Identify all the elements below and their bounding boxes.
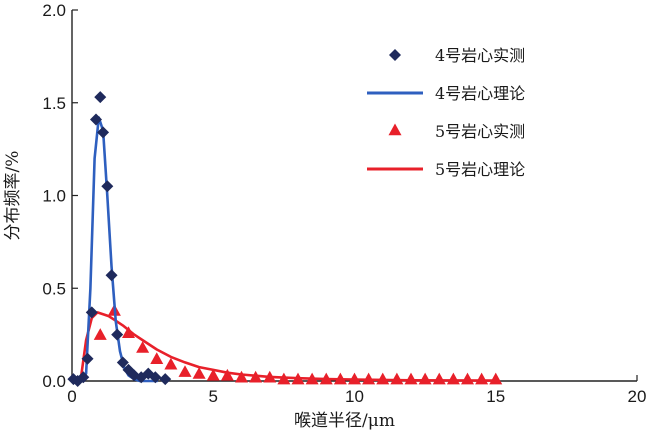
x-tick-label: 20 [628, 387, 647, 406]
data-point [235, 370, 248, 383]
data-point [164, 357, 178, 370]
data-point [192, 367, 206, 379]
data-point [111, 328, 124, 341]
data-point [97, 126, 110, 139]
data-point [206, 368, 220, 381]
data-point [77, 371, 90, 384]
data-point [489, 372, 503, 385]
data-point [136, 341, 150, 353]
data-point [93, 328, 107, 340]
y-axis-title: 分布频率/% [3, 151, 23, 241]
y-tick-label: 0.0 [42, 372, 66, 391]
x-axis-title: 喉道半径/μm [294, 411, 395, 431]
legend-item: 4号岩心理论 [367, 84, 525, 103]
data-point [90, 113, 103, 126]
series-line [79, 311, 498, 383]
data-point [150, 352, 164, 364]
series-2 [73, 116, 159, 383]
y-tick-label: 1.0 [42, 187, 66, 206]
data-point [122, 326, 135, 338]
data-point [432, 372, 446, 385]
data-point [418, 372, 432, 385]
legend-diamond-swatch [389, 49, 401, 61]
data-point [81, 352, 94, 365]
y-ticks: 0.0 0.5 1.0 1.5 2.0 [42, 1, 78, 391]
data-point [376, 372, 390, 385]
legend-item: 4号岩心实测 [389, 46, 525, 65]
data-point [85, 306, 98, 319]
data-point [446, 372, 460, 385]
data-point [178, 365, 192, 377]
legend-label: 4号岩心实测 [435, 46, 525, 65]
data-point [159, 373, 172, 386]
y-tick-label: 0.5 [42, 279, 66, 298]
data-point [475, 372, 489, 385]
legend-label: 5号岩心理论 [435, 160, 525, 179]
data-point [116, 356, 129, 369]
x-tick-label: 5 [209, 387, 218, 406]
series-4 [79, 311, 498, 383]
series-line [73, 116, 159, 383]
x-tick-label: 10 [345, 387, 364, 406]
y-tick-label: 1.5 [42, 94, 66, 113]
y-tick-label: 2.0 [42, 1, 66, 20]
data-point [105, 269, 118, 282]
data-point [94, 91, 107, 104]
legend-item: 5号岩心实测 [388, 122, 525, 141]
series-1 [67, 91, 172, 387]
data-point [461, 372, 474, 385]
data-point [220, 368, 234, 381]
data-point [149, 371, 162, 384]
series-layer [67, 91, 503, 387]
data-point [390, 372, 404, 385]
data-point [101, 180, 114, 193]
legend-label: 5号岩心实测 [435, 122, 525, 141]
x-tick-label: 0 [67, 387, 76, 406]
data-point [404, 372, 418, 385]
legend: 4号岩心实测 4号岩心理论 5号岩心实测 5号岩心理论 [367, 46, 525, 179]
legend-triangle-swatch [388, 123, 402, 136]
legend-item: 5号岩心理论 [367, 160, 525, 179]
axes [71, 10, 637, 382]
x-tick-label: 15 [486, 387, 505, 406]
legend-label: 4号岩心理论 [435, 84, 525, 103]
